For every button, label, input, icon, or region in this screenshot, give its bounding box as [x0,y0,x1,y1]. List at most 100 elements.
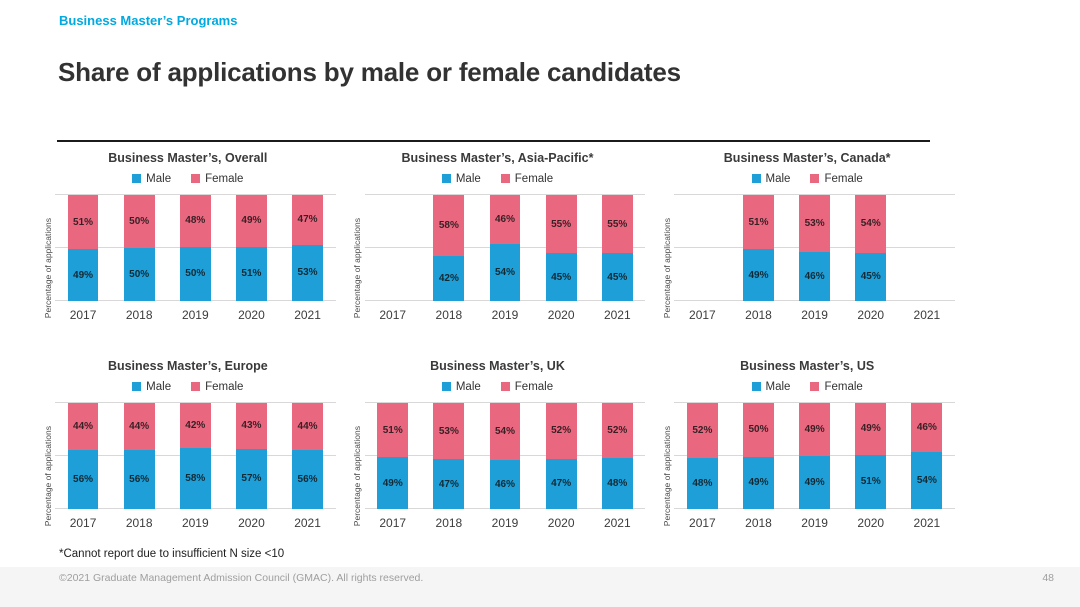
female-segment: 53% [799,195,831,252]
female-segment: 52% [601,403,633,459]
female-value-label: 49% [804,424,825,435]
chart-title: Business Master’s, Canada* [723,151,891,165]
x-axis-labels: 2017 2018 2019 2020 2021 [674,308,955,322]
female-value-label: 58% [438,220,459,232]
female-segment: 49% [236,195,267,247]
female-value-label: 44% [129,420,150,432]
bar-slot-2021 [899,195,955,301]
legend-label: Male [455,380,481,393]
chart-body: Percentage of applications 44% 56% 44% 56% 42… [40,402,336,550]
gridline [364,402,646,403]
male-segment: 50% [123,248,155,301]
female-value-label: 54% [860,218,881,230]
stacked-bar-2019: 46% 54% [489,195,521,301]
x-axis-tick-label: 2021 [603,516,631,530]
male-value-label: 49% [748,477,769,489]
male-segment: 56% [123,449,155,509]
bar-slot-2019: 46% 54% [477,195,533,301]
bar-slot-2020: 49% 51% [843,403,899,509]
female-value-label: 46% [494,213,515,225]
male-segment: 57% [236,448,267,509]
bar-slot-2017: 44% 56% [55,403,111,509]
bars: 58% 42% 46% 54% 55% 45% 55% 45% [365,195,646,301]
plot: 44% 56% 44% 56% 42% 58% 43% 57% 44% 56% [55,402,336,509]
y-axis-label: Percentage of applications [350,403,365,550]
male-segment: 50% [179,246,211,301]
female-value-label: 46% [916,421,937,433]
title-divider [57,140,930,142]
legend-item-male: Male [441,380,481,393]
female-segment: 47% [292,195,323,245]
legend: Male Female [350,172,646,185]
bar-slot-2017: 52% 48% [674,403,730,509]
male-value-label: 48% [607,478,628,490]
male-segment: 49% [743,249,774,301]
x-axis-tick-label: 2019 [181,516,209,530]
stacked-bar-2019: 48% 50% [179,195,211,301]
x-axis-tick-label: 2019 [491,308,519,322]
male-segment: 51% [855,454,887,509]
bar-slot-2018: 50% 50% [111,195,167,301]
male-segment: 46% [799,251,831,301]
plot-area: 51% 49% 50% 50% 48% 50% 49% 51% 47% 53% 2017 2018 20… [55,194,336,342]
stacked-bar-2019: 54% 46% [489,403,521,509]
x-axis-tick-label: 2020 [238,308,265,322]
male-segment: 47% [545,458,577,509]
male-value-label: 56% [297,473,318,485]
bar-slot-2021: 52% 48% [589,403,645,509]
stacked-bar-2021: 55% 45% [601,195,633,301]
bar-slot-2019: 54% 46% [477,403,533,509]
male-segment: 56% [67,449,99,509]
bar-slot-2020: 55% 45% [533,195,589,301]
male-value-label: 56% [129,473,150,485]
female-segment: 49% [855,403,887,455]
bar-slot-2018: 51% 49% [730,195,786,301]
female-value-label: 51% [748,216,769,228]
y-axis-label: Percentage of applications [40,403,55,550]
bar-slot-2020: 43% 57% [223,403,279,509]
bars: 51% 49% 50% 50% 48% 50% 49% 51% 47% 53% [55,195,336,301]
bars: 51% 49% 53% 46% 54% 45% [674,195,955,301]
male-value-label: 53% [297,267,318,279]
legend-item-male: Male [751,380,791,393]
y-axis-label: Percentage of applications [659,195,674,342]
female-value-label: 52% [551,425,572,437]
female-value-label: 48% [185,215,206,227]
male-segment: 49% [743,456,774,509]
bar-slot-2019: 42% 58% [167,403,223,509]
male-segment: 49% [799,456,831,509]
female-value-label: 51% [73,216,94,228]
male-segment: 53% [292,244,323,301]
female-segment: 51% [377,403,409,458]
eyebrow-label: Business Master’s Programs [59,13,238,28]
x-axis-labels: 2017 2018 2019 2020 2021 [365,308,646,322]
stacked-bar-2021: 47% 53% [292,195,323,301]
female-segment: 50% [743,403,774,457]
male-legend-swatch-icon [751,174,761,183]
y-axis-label-text: Percentage of applications [661,218,672,319]
female-segment: 52% [545,403,577,459]
legend-label: Female [514,380,554,393]
chart-business-masters-us: Business Master’s, US Male Female Percentag… [659,358,955,550]
bar-slot-2018: 50% 49% [730,403,786,509]
stacked-bar-2021: 52% 48% [601,403,633,509]
female-value-label: 52% [607,425,628,437]
male-value-label: 51% [860,476,881,488]
stacked-bar-2019: 49% 49% [799,403,831,509]
male-segment: 45% [601,253,633,301]
gridline [674,194,955,195]
legend-label: Female [205,172,244,185]
female-value-label: 51% [382,424,403,436]
legend: Male Female [40,172,336,185]
male-segment: 45% [855,252,887,301]
plot-area: 58% 42% 46% 54% 55% 45% 55% 45% 2017 2018 2019 2020… [364,194,646,342]
female-legend-swatch-icon [500,382,510,391]
male-value-label: 49% [73,269,94,281]
plot-area: 52% 48% 50% 49% 49% 49% 49% 51% 46% 54% 2017 2018 20… [674,402,955,550]
legend-item-male: Male [751,173,790,185]
legend-label: Male [765,380,791,393]
x-axis-tick-label: 2020 [857,516,885,530]
chart-business-masters-canada: Business Master’s, Canada* Male Female Perc… [659,150,955,342]
gridline [55,194,336,195]
